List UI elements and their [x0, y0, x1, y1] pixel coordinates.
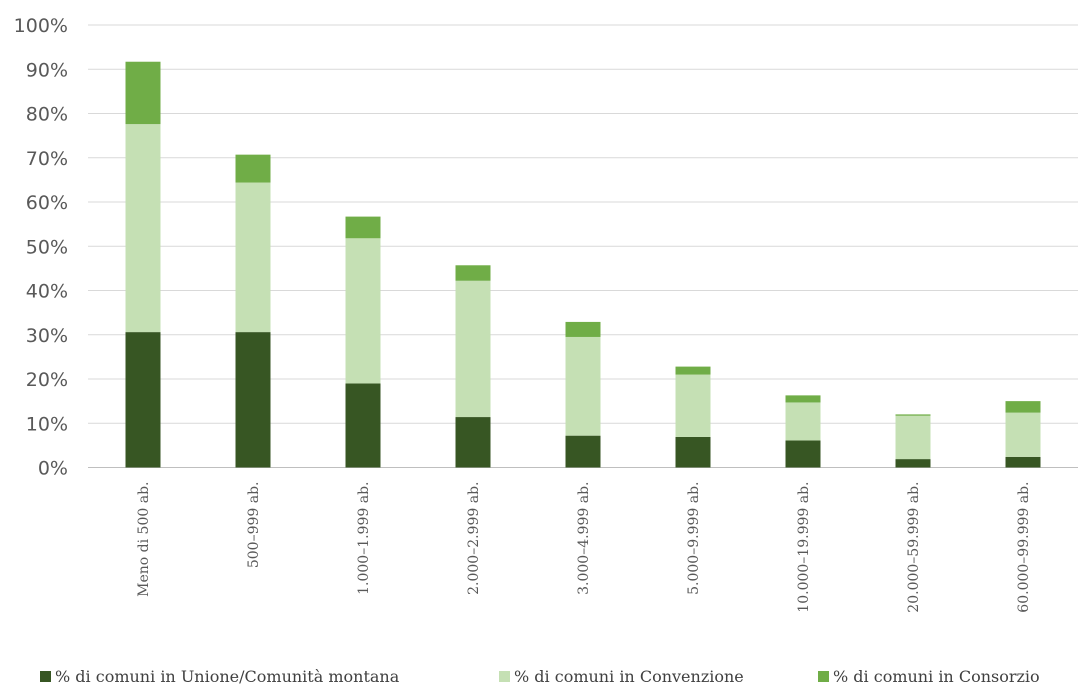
bar-segment-consorzio [895, 414, 931, 416]
x-tick-label: 20.000–59.999 ab. [906, 482, 922, 613]
y-axis-tick-labels: 0% 10% 20% 30% 40% 50% 60% 70% 80% 90% 100% [14, 15, 68, 480]
legend-label-consorzio: % di comuni in Consorzio [833, 667, 1040, 686]
legend-item-consorzio: % di comuni in Consorzio [818, 666, 1040, 688]
x-tick-label: 500–999 ab. [246, 482, 262, 569]
bar-segment-consorzio [675, 366, 711, 375]
bar-segment-convenzione [895, 415, 931, 460]
legend-swatch-convenzione [499, 671, 510, 682]
bar-segment-unione [1005, 456, 1041, 468]
legend-label-unione: % di comuni in Unione/Comunità montana [55, 667, 400, 686]
x-axis-tick-labels: Meno di 500 ab. 500–999 ab. 1.000–1.999 ab… [136, 482, 1032, 613]
bar-segment-convenzione [235, 182, 271, 333]
bar-segment-unione [125, 332, 161, 468]
legend-item-unione: % di comuni in Unione/Comunità montana [40, 666, 399, 688]
bar-segment-unione [455, 417, 491, 468]
y-tick-label: 60% [26, 192, 68, 214]
legend-item-convenzione: % di comuni in Convenzione [499, 666, 744, 688]
bar-segment-convenzione [1005, 412, 1041, 457]
y-tick-label: 100% [14, 15, 68, 37]
x-tick-label: 2.000–2.999 ab. [466, 482, 482, 595]
x-tick-label: 5.000–9.999 ab. [686, 482, 702, 595]
legend-label-convenzione: % di comuni in Convenzione [514, 667, 744, 686]
x-tick-label: 1.000–1.999 ab. [356, 482, 372, 595]
y-tick-label: 90% [26, 59, 68, 81]
bar-segment-unione [235, 332, 271, 468]
bar-segment-consorzio [235, 154, 271, 183]
bar-segment-convenzione [125, 124, 161, 333]
bar-segment-unione [565, 435, 601, 468]
bar-segment-unione [895, 459, 931, 468]
bars [125, 61, 1041, 468]
legend-swatch-unione [40, 671, 51, 682]
x-tick-label: 10.000–19.999 ab. [796, 482, 812, 613]
x-tick-label: 3.000–4.999 ab. [576, 482, 592, 595]
y-tick-label: 40% [26, 281, 68, 303]
x-tick-label: 60.000–99.999 ab. [1016, 482, 1032, 613]
y-tick-label: 70% [26, 148, 68, 170]
bar-segment-unione [785, 440, 821, 468]
y-tick-label: 10% [26, 413, 68, 435]
bar-segment-consorzio [785, 395, 821, 403]
bar-segment-convenzione [565, 336, 601, 436]
bar-segment-consorzio [125, 61, 161, 125]
bar-segment-convenzione [455, 280, 491, 418]
x-tick-label: Meno di 500 ab. [136, 482, 152, 597]
bar-segment-convenzione [675, 374, 711, 437]
bar-segment-consorzio [1005, 401, 1041, 413]
bar-segment-convenzione [785, 402, 821, 441]
bar-segment-consorzio [345, 216, 381, 239]
y-tick-label: 0% [38, 458, 68, 480]
bar-segment-consorzio [565, 321, 601, 337]
y-tick-label: 80% [26, 104, 68, 126]
bar-segment-unione [675, 436, 711, 468]
y-tick-label: 50% [26, 236, 68, 258]
bar-segment-convenzione [345, 238, 381, 384]
legend: % di comuni in Unione/Comunità montana %… [0, 666, 1085, 690]
y-tick-label: 20% [26, 369, 68, 391]
bar-segment-consorzio [455, 265, 491, 281]
bar-segment-unione [345, 383, 381, 468]
legend-swatch-consorzio [818, 671, 829, 682]
y-tick-label: 30% [26, 325, 68, 347]
